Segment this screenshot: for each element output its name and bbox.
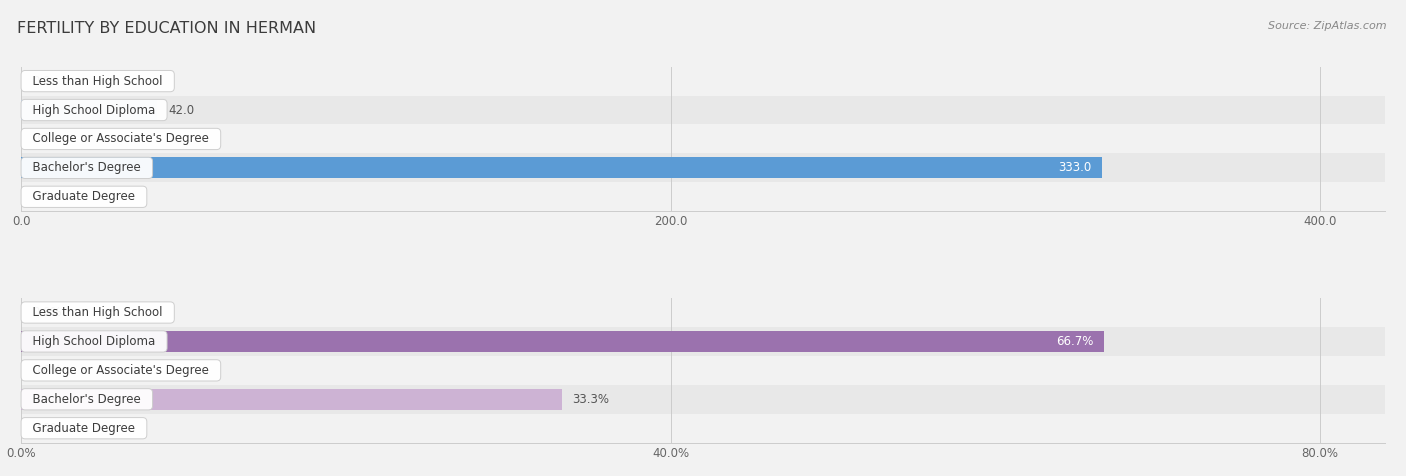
Text: FERTILITY BY EDUCATION IN HERMAN: FERTILITY BY EDUCATION IN HERMAN [17,21,316,37]
Bar [21,331,1104,352]
Bar [21,356,1385,385]
Text: 0.0%: 0.0% [32,422,62,435]
Text: Source: ZipAtlas.com: Source: ZipAtlas.com [1268,21,1386,31]
Bar [21,96,1385,125]
Text: Graduate Degree: Graduate Degree [25,190,142,203]
Text: 0.0%: 0.0% [32,364,62,377]
Bar [21,158,1102,178]
Text: College or Associate's Degree: College or Associate's Degree [25,132,217,146]
Text: 66.7%: 66.7% [1056,335,1092,348]
Text: High School Diploma: High School Diploma [25,335,163,348]
Text: 0.0: 0.0 [32,132,51,146]
Text: 0.0: 0.0 [32,75,51,88]
Text: 0.0%: 0.0% [32,306,62,319]
Bar [21,385,1385,414]
Bar [21,99,157,120]
Text: 0.0: 0.0 [32,190,51,203]
Bar [21,389,562,410]
Bar [21,298,1385,327]
Bar [21,125,1385,153]
Bar [21,327,1385,356]
Text: Graduate Degree: Graduate Degree [25,422,142,435]
Text: Less than High School: Less than High School [25,75,170,88]
Bar [21,67,1385,96]
Bar [21,414,1385,443]
Text: Less than High School: Less than High School [25,306,170,319]
Text: Bachelor's Degree: Bachelor's Degree [25,393,149,406]
Text: 333.0: 333.0 [1059,161,1091,174]
Text: 33.3%: 33.3% [572,393,610,406]
Bar [21,153,1385,182]
Text: College or Associate's Degree: College or Associate's Degree [25,364,217,377]
Text: Bachelor's Degree: Bachelor's Degree [25,161,149,174]
Text: 42.0: 42.0 [169,103,194,117]
Text: High School Diploma: High School Diploma [25,103,163,117]
Bar [21,182,1385,211]
